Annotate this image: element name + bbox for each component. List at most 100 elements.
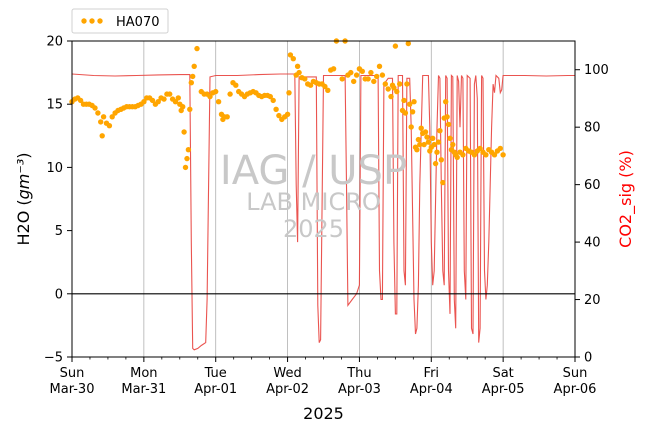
h2o-point [184, 155, 190, 162]
h2o-point [325, 87, 331, 94]
h2o-point [307, 82, 314, 88]
h2o-point [294, 63, 301, 69]
h2o-point [417, 141, 423, 148]
left-y-tick-label: 15 [46, 98, 63, 113]
h2o-point [418, 125, 424, 131]
x-tick-label-day: Fri [424, 366, 440, 381]
h2o-point [267, 93, 273, 100]
h2o-point [411, 99, 417, 105]
h2o-point [273, 106, 279, 113]
h2o-point [397, 81, 403, 87]
h2o-point [339, 76, 345, 82]
h2o-point [296, 69, 302, 76]
h2o-point [348, 69, 354, 76]
x-axis: SunMar-30MonMar-31TueApr-01WedApr-02ThuA… [50, 357, 596, 397]
h2o-point [430, 135, 436, 141]
left-y-axis: −5 0 5 10 15 20 [44, 35, 72, 366]
h2o-point [471, 152, 478, 158]
x-tick-label-date: Apr-04 [410, 382, 453, 397]
h2o-point [155, 99, 161, 105]
h2o-point [371, 78, 377, 85]
x-tick-label-date: Apr-01 [194, 382, 237, 397]
h2o-point [207, 93, 213, 100]
h2o-point [351, 78, 357, 85]
h2o-point [302, 76, 308, 82]
h2o-point [188, 80, 194, 86]
h2o-point [376, 63, 383, 69]
h2o-point [405, 40, 411, 47]
right-y-tick-label: 0 [584, 351, 592, 366]
x-tick-label-date: Apr-05 [482, 382, 525, 397]
h2o-point [180, 104, 186, 110]
h2o-point [409, 109, 416, 115]
legend-marker-dot [81, 18, 87, 24]
right-y-tick-label: 20 [584, 293, 601, 308]
co2-line-path [71, 73, 575, 351]
h2o-point [194, 45, 200, 52]
x-tick-label-day: Tue [204, 366, 227, 381]
h2o-point [437, 128, 443, 134]
x-tick-label-date: Apr-03 [338, 382, 381, 397]
x-tick-label-day: Sat [492, 366, 513, 381]
h2o-point [270, 97, 276, 104]
h2o-point [368, 69, 374, 76]
h2o-point [401, 97, 407, 104]
h2o-point [444, 114, 450, 120]
h2o-point [190, 73, 196, 80]
x-tick-label-day: Sun [563, 366, 588, 381]
h2o-point [161, 96, 167, 102]
left-y-tick-label: 0 [55, 287, 63, 302]
h2o-point [477, 145, 483, 152]
right-y-tick-label: 60 [584, 178, 601, 193]
x-tick-label-day: Wed [273, 366, 301, 381]
h2o-point [106, 123, 113, 129]
h2o-point [172, 99, 179, 105]
h2o-point [141, 99, 147, 105]
h2o-point [187, 106, 193, 113]
x-tick-label-day: Thu [346, 366, 371, 381]
h2o-point [185, 147, 192, 153]
h2o-point [394, 88, 400, 95]
h2o-point [415, 136, 422, 143]
h2o-point [391, 85, 397, 91]
x-tick-label-day: Mon [130, 366, 157, 381]
h2o-point [287, 52, 294, 58]
h2o-point [99, 133, 105, 139]
x-tick-label-day: Sun [60, 366, 85, 381]
h2o-point [483, 152, 489, 158]
h2o-point [443, 99, 449, 105]
h2o-point [447, 135, 453, 141]
h2o-point [374, 73, 380, 80]
right-y-tick-label: 100 [584, 63, 609, 78]
h2o-point [353, 72, 360, 78]
h2o-point [322, 83, 328, 90]
h2o-point [167, 91, 173, 97]
h2o-point [98, 119, 104, 125]
h2o-point [460, 152, 466, 158]
h2o-point [365, 76, 371, 82]
h2o-point [175, 95, 181, 101]
h2o-point [388, 93, 394, 100]
h2o-point [421, 141, 427, 148]
legend-box [71, 8, 169, 34]
left-y-tick-label: 5 [55, 224, 63, 239]
left-y-tick-label: −5 [44, 351, 63, 366]
h2o-point [432, 160, 439, 167]
h2o-point [286, 90, 292, 96]
h2o-point [227, 91, 233, 97]
h2o-point [92, 105, 98, 111]
h2o-point [213, 88, 219, 95]
h2o-point [438, 157, 444, 163]
h2o-point [191, 63, 197, 69]
right-y-tick-label: 80 [584, 121, 601, 136]
h2o-point [491, 152, 498, 158]
h2o-point [284, 111, 291, 118]
h2o-point [435, 139, 442, 145]
h2o-point [392, 43, 399, 49]
h2o-point [276, 112, 282, 119]
h2o-point [404, 81, 410, 87]
x-axis-label: 2025 [303, 404, 344, 423]
h2o-point [497, 145, 503, 152]
h2o-point [181, 129, 187, 135]
h2o-point [402, 110, 409, 116]
